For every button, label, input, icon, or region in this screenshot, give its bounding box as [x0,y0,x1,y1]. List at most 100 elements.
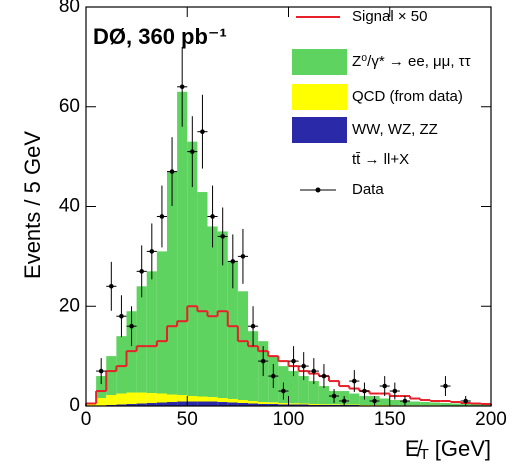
legend-label: WW, WZ, ZZ [352,121,438,138]
data-point [109,284,114,289]
x-tick-label: 200 [475,409,507,430]
histogram-segment [349,394,359,405]
histogram-segment [380,399,390,405]
histogram-segment [299,404,309,405]
y-tick-label: 80 [59,0,80,17]
histogram-segment [96,398,106,405]
histogram-segment [177,395,187,401]
histogram-segment [451,404,461,406]
histogram-segment [471,405,481,406]
data-point [271,374,276,379]
y-tick-label: 40 [59,196,80,217]
x-tick-label: 50 [177,409,198,430]
x-axis-label: E̸T[GeV] [405,436,491,463]
x-tick-label: 0 [81,409,92,430]
histogram-segment [147,393,157,403]
histogram-segment [208,397,218,401]
histogram-segment [197,192,207,396]
data-point [393,389,398,394]
data-point [261,359,266,364]
data-point [403,399,408,404]
histogram-segment [420,402,430,405]
histogram-segment [127,393,137,404]
histogram-segment [319,386,329,404]
histogram-segment [278,403,288,404]
data-point [220,234,225,239]
data-point [99,369,104,374]
histogram-segment [268,402,278,404]
legend-label: Signal × 50 [352,8,427,25]
data-point [170,169,175,174]
histogram-segment [228,399,238,402]
histogram-segment [309,404,319,405]
data-point [312,369,317,374]
histogram-segment [410,402,420,406]
data-point [251,324,256,329]
histogram-segment [248,401,258,403]
chart-title: DØ, 360 pb⁻¹ [93,24,227,49]
data-point [129,324,134,329]
data-point [150,249,155,254]
data-point [231,259,236,264]
histogram-segment [157,251,167,393]
histogram-segment [258,402,268,404]
histogram-segment [147,271,157,393]
data-point [332,394,337,399]
histogram-segment [289,403,299,404]
histogram-segment [137,286,147,392]
histogram-segment [177,92,187,395]
data-point [372,399,377,404]
data-point [139,269,144,274]
data-point [322,374,327,379]
histogram-segment [309,381,319,404]
data-point [443,384,448,389]
histogram-segment [218,398,228,402]
histogram-segment [197,397,207,402]
data-point [382,384,387,389]
legend-data-marker [316,188,321,193]
histogram-segment [238,400,248,403]
legend-label: QCD (from data) [352,88,463,105]
data-point [352,379,357,384]
x-tick-label: 100 [273,409,305,430]
histogram-segment [106,356,116,395]
histogram-segment [167,395,177,402]
y-tick-label: 20 [59,295,80,316]
histogram-segment [157,394,167,403]
data-point [291,359,296,364]
legend-label: Z⁰/γ* → ee, μμ, ττ [352,53,471,70]
histogram-segment [197,402,207,406]
data-point [119,314,124,319]
x-tick-label: 150 [374,409,406,430]
legend-swatch [292,117,347,143]
histogram-segment [440,403,450,405]
data-point [200,129,205,134]
data-point [301,364,306,369]
legend-label: tt̄ → ll+X [352,151,409,168]
data-point [190,149,195,154]
histogram-segment [319,404,329,405]
legend-label: Data [352,181,384,198]
histogram-segment [390,400,400,405]
data-point [180,85,185,90]
y-tick-label: 60 [59,96,80,117]
histogram-segment [329,404,339,405]
data-point [281,389,286,394]
histogram-segment [116,336,126,393]
histogram-segment [208,402,218,406]
histogram-segment [299,376,309,403]
y-tick-label: 0 [69,395,80,416]
legend-swatch [292,84,347,110]
y-axis-label: Events / 5 GeV [20,131,45,279]
histogram-segment [137,393,147,404]
data-point [160,214,165,219]
histogram-segment [106,395,116,405]
histogram-segment [187,396,197,401]
histogram-segment [208,226,218,397]
data-point [362,389,367,394]
histogram-segment [177,402,187,406]
histogram-segment [238,291,248,400]
data-point [241,254,246,259]
histogram-segment [430,403,440,406]
